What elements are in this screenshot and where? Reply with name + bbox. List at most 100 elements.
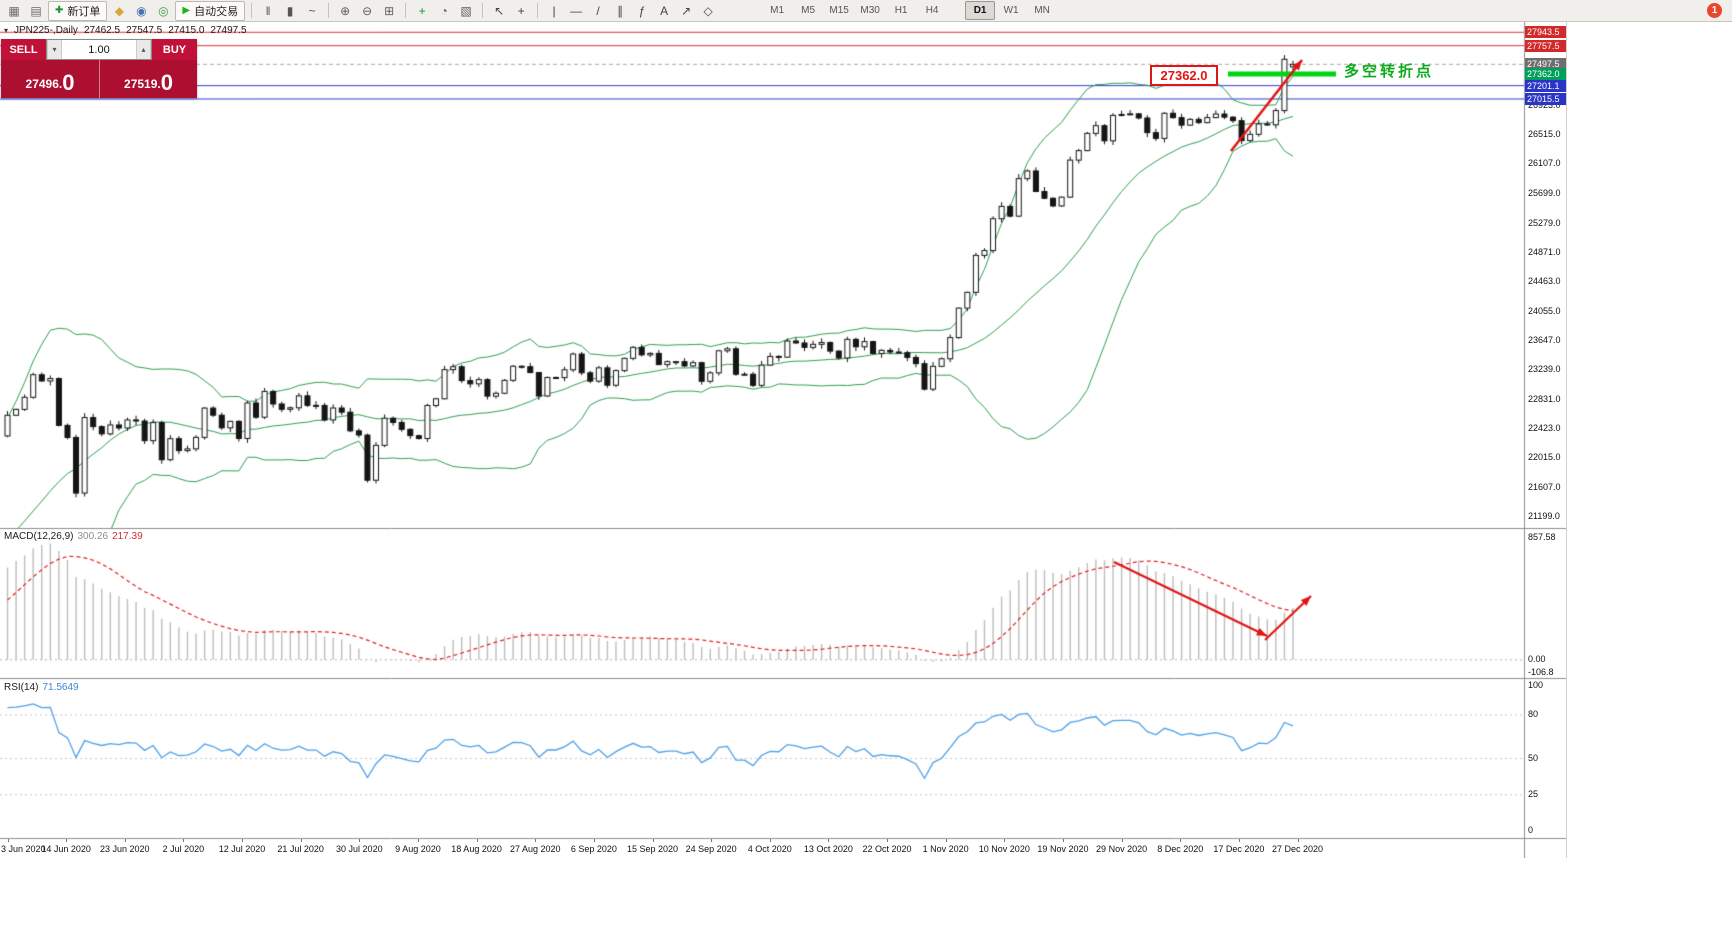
- date-label: 12 Jul 2020: [218, 844, 266, 854]
- date-tick: [1180, 839, 1182, 842]
- buy-price-small: 27519.: [124, 77, 161, 91]
- templates-icon[interactable]: ▧: [460, 3, 472, 18]
- sell-button[interactable]: SELL: [1, 39, 46, 60]
- date-label: 22 Oct 2020: [862, 844, 912, 854]
- one-click-trading-panel: SELL ▾ ▴ BUY 27496.0 27519.0: [1, 39, 197, 98]
- toolbar-separator: [328, 3, 330, 18]
- rsi-value: 71.5649: [42, 682, 79, 693]
- vertical-line-icon[interactable]: |: [552, 3, 556, 18]
- bars-chart-icon[interactable]: ‖: [265, 3, 271, 18]
- date-label: 14 Jun 2020: [41, 844, 91, 854]
- date-label: 3 Jun 2020: [1, 844, 46, 854]
- date-label: 17 Dec 2020: [1213, 844, 1265, 854]
- date-tick: [183, 839, 185, 842]
- timeframe-button-h1[interactable]: H1: [894, 5, 908, 16]
- toolbar-separator: [405, 3, 407, 18]
- date-tick: [66, 839, 68, 842]
- timeframe-button-m15[interactable]: M15: [829, 5, 849, 16]
- date-label: 27 Dec 2020: [1271, 844, 1324, 854]
- horizontal-line-icon[interactable]: —: [570, 3, 583, 18]
- sell-price-small: 27496.: [25, 77, 63, 91]
- macd-value-main: 300.26: [77, 531, 109, 542]
- buy-button[interactable]: BUY: [152, 39, 197, 60]
- autotrading-button-label: 自动交易: [194, 5, 239, 18]
- date-tick: [711, 839, 713, 842]
- date-tick: [1238, 839, 1240, 842]
- arrows-icon[interactable]: ↗: [681, 3, 692, 18]
- channel-icon[interactable]: ∥: [617, 3, 624, 18]
- zoom-in-icon[interactable]: ⊕: [340, 3, 351, 18]
- one-click-price-row: 27496. 0 27519. 0: [1, 60, 197, 98]
- market-watch-icon[interactable]: ◉: [136, 3, 147, 18]
- sell-price[interactable]: 27496. 0: [1, 60, 99, 98]
- volume-input[interactable]: [62, 40, 136, 59]
- crosshair-icon[interactable]: +: [517, 3, 525, 18]
- new-order-button[interactable]: ✚ 新订单: [48, 0, 108, 21]
- toolbar-separator: [537, 3, 539, 18]
- main-toolbar: ▦ ▤ ✚ 新订单 ◆ ◉ ◎ ▶ 自动交易 ‖ ▮ ~ ⊕ ⊖ ⊞ + ◔ ▧ ↖ + | — / ∥ ƒ A ↗ ◇ M1 M5 M1…: [0, 0, 1732, 22]
- metaeditor-icon[interactable]: ◆: [114, 3, 124, 18]
- date-tick: [417, 839, 419, 842]
- date-tick: [1004, 839, 1006, 842]
- tile-windows-icon[interactable]: ⊞: [384, 3, 395, 18]
- ohlc-high: 27547.5: [126, 25, 163, 36]
- timeframe-button-m5[interactable]: M5: [801, 5, 816, 16]
- zoom-out-icon[interactable]: ⊖: [362, 3, 373, 18]
- notifications-badge[interactable]: 1: [1707, 3, 1722, 18]
- trendline-icon[interactable]: /: [596, 3, 600, 18]
- candles-chart-icon[interactable]: ▮: [286, 3, 294, 18]
- timeframe-button-d1[interactable]: D1: [965, 1, 996, 20]
- timeframe-button-w1[interactable]: W1: [1003, 5, 1019, 16]
- shapes-icon[interactable]: ◇: [703, 3, 713, 18]
- date-tick: [1062, 839, 1064, 842]
- date-axis[interactable]: 3 Jun 2020 14 Jun 2020 23 Jun 2020 2 Jul 20…: [0, 838, 1524, 858]
- macd-panel-label: MACD(12,26,9) 300.26 217.39: [4, 531, 143, 542]
- autotrading-button-icon: ▶: [182, 4, 191, 16]
- date-label: 18 Aug 2020: [451, 844, 502, 854]
- date-label: 24 Sep 2020: [685, 844, 737, 854]
- volume-increase-button[interactable]: ▴: [136, 40, 151, 59]
- timeframe-button-m30[interactable]: M30: [860, 5, 880, 16]
- date-tick: [535, 839, 537, 842]
- date-label: 6 Sep 2020: [570, 844, 617, 854]
- date-label: 4 Oct 2020: [747, 844, 792, 854]
- text-icon[interactable]: A: [660, 3, 669, 18]
- ohlc-low: 27415.0: [168, 25, 205, 36]
- new-chart-icon[interactable]: ▦: [8, 3, 20, 18]
- chart-canvas[interactable]: [0, 22, 1566, 858]
- buy-price[interactable]: 27519. 0: [99, 60, 197, 98]
- date-tick: [945, 839, 947, 842]
- indicators-icon[interactable]: +: [418, 3, 426, 18]
- periods-icon[interactable]: ◔: [440, 3, 448, 18]
- macd-value-signal: 217.39: [112, 531, 143, 542]
- date-label: 1 Nov 2020: [922, 844, 969, 854]
- timeframe-button-m1[interactable]: M1: [770, 5, 785, 16]
- cursor-icon[interactable]: ↖: [494, 3, 505, 18]
- date-tick: [769, 839, 771, 842]
- symbol-label: JPN225-,Daily: [14, 25, 78, 36]
- date-tick: [242, 839, 244, 842]
- date-label: 8 Dec 2020: [1157, 844, 1204, 854]
- date-label: 23 Jun 2020: [99, 844, 150, 854]
- date-tick: [1121, 839, 1123, 842]
- line-chart-icon[interactable]: ~: [308, 3, 316, 18]
- date-label: 30 Jul 2020: [336, 844, 383, 854]
- volume-decrease-button[interactable]: ▾: [47, 40, 62, 59]
- volume-control: ▾ ▴: [46, 39, 152, 60]
- fibonacci-icon[interactable]: ƒ: [638, 3, 646, 18]
- ohlc-open: 27462.5: [83, 25, 121, 36]
- date-label: 9 Aug 2020: [395, 844, 441, 854]
- ohlc-close: 27497.5: [210, 25, 247, 36]
- autotrading-button[interactable]: ▶ 自动交易: [175, 0, 246, 21]
- chart-window: ▾ JPN225-,Daily 27462.5 27547.5 27415.0 …: [0, 22, 1567, 858]
- price-annotation-box[interactable]: 27362.0: [1150, 65, 1218, 86]
- date-label: 15 Sep 2020: [626, 844, 679, 854]
- timeframe-button-h4[interactable]: H4: [925, 5, 939, 16]
- turning-point-label[interactable]: 多空转折点: [1344, 63, 1435, 80]
- timeframe-button-mn[interactable]: MN: [1034, 5, 1050, 16]
- navigator-icon[interactable]: ◎: [158, 3, 169, 18]
- date-tick: [593, 839, 595, 842]
- date-tick: [828, 839, 830, 842]
- profiles-icon[interactable]: ▤: [30, 3, 42, 18]
